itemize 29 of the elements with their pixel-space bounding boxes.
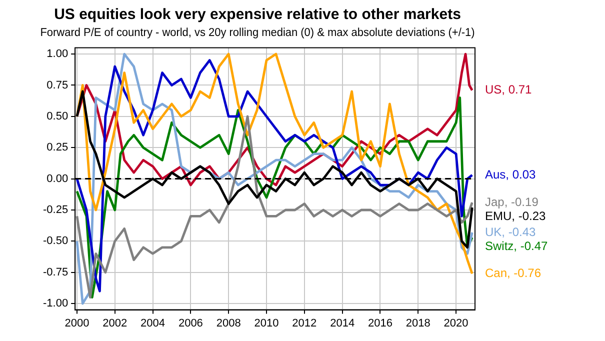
- x-tick-label: 2018: [406, 317, 430, 330]
- chart-subtitle: Forward P/E of country - world, vs 20y rolling median (0) & max absolute deviations (+/-1): [40, 26, 476, 40]
- x-tick-label: 2000: [64, 317, 90, 330]
- series-label: Jap, -0.19: [485, 194, 539, 209]
- x-tick-label: 2006: [178, 317, 203, 330]
- x-tick-label: 2004: [140, 317, 166, 330]
- chart-title: US equities look very expensive relative to other markets: [54, 6, 461, 24]
- x-tick-label: 2012: [292, 317, 317, 330]
- series-label: UK, -0.43: [485, 224, 536, 239]
- x-tick-label: 2014: [330, 317, 355, 330]
- x-tick-label: 2016: [368, 317, 392, 330]
- y-tick-label: 0.25: [46, 142, 68, 154]
- y-tick-label: 1.00: [46, 48, 68, 60]
- y-tick-label: -0.75: [42, 266, 68, 278]
- y-tick-label: -1.00: [42, 298, 68, 310]
- y-tick-label: -0.25: [42, 204, 68, 216]
- x-tick-label: 2002: [102, 317, 128, 330]
- y-tick-label: 0.50: [46, 110, 68, 122]
- x-tick-label: 2008: [216, 317, 241, 330]
- series-label: Switz, -0.47: [485, 238, 548, 253]
- y-tick-label: 0.75: [46, 79, 68, 92]
- series-label: Aus, 0.03: [485, 167, 536, 182]
- y-tick-label: -0.50: [42, 235, 68, 248]
- x-tick-label: 2010: [254, 317, 279, 330]
- x-tick-label: 2020: [444, 317, 468, 330]
- series-label: EMU, -0.23: [485, 208, 546, 223]
- series-label: Can, -0.76: [485, 266, 542, 280]
- y-tick-label: 0.00: [46, 172, 68, 185]
- series-label: US, 0.71: [485, 82, 532, 97]
